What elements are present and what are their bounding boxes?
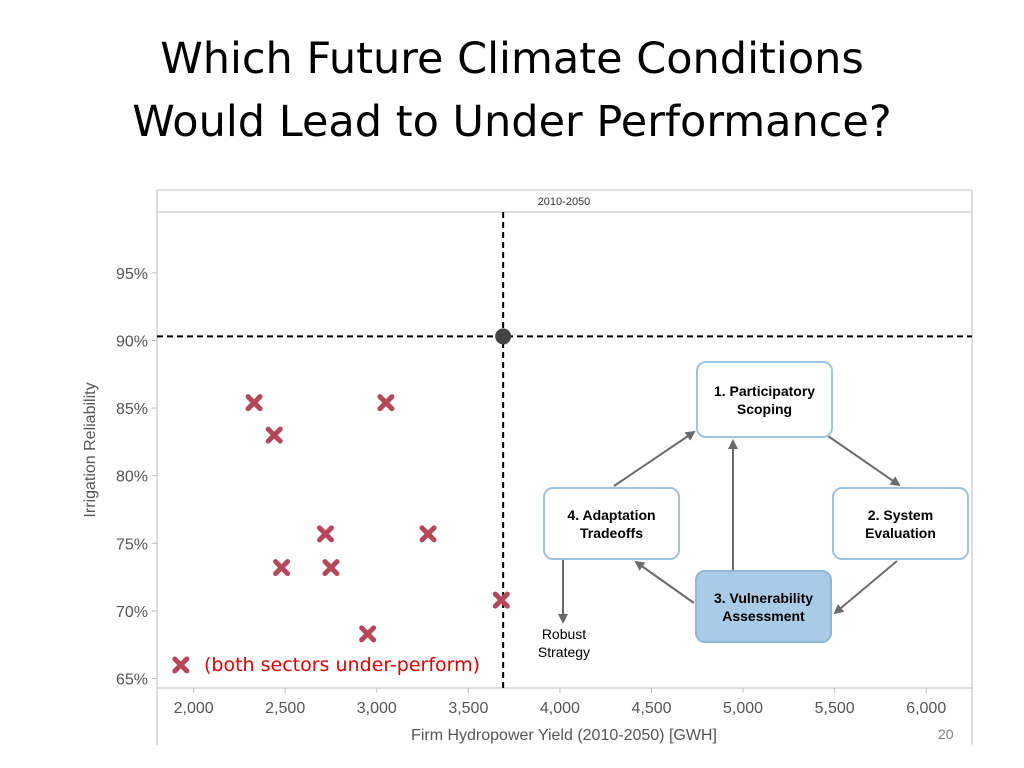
scatter-point — [273, 559, 291, 577]
title-line-2: Would Lead to Under Performance? — [132, 97, 892, 147]
robust-strategy-label: Robust Strategy — [537, 626, 591, 660]
y-tick-label: 80% — [116, 469, 148, 486]
x-axis-label: Firm Hydropower Yield (2010-2050) [GWH] — [411, 727, 717, 744]
x-tick-label: 3,500 — [448, 700, 488, 717]
y-tick-label: 75% — [116, 536, 148, 553]
x-tick-label: 5,000 — [723, 700, 763, 717]
scatter-point — [316, 525, 334, 543]
threshold-lines — [157, 212, 972, 688]
y-tick-label: 70% — [116, 604, 148, 621]
page-number: 20 — [938, 726, 954, 742]
data-points — [172, 394, 510, 674]
under-perform-annotation: (both sectors under-perform) — [204, 654, 481, 676]
scatter-point — [492, 591, 510, 609]
title-line-1: Which Future Climate Conditions — [160, 34, 864, 84]
threshold-point — [495, 328, 512, 345]
scatter-point — [245, 394, 263, 412]
cycle-box-4-label: 4. Adaptation Tradeoffs — [567, 506, 656, 541]
scatter-point — [377, 394, 395, 412]
y-axis-label: Irrigation Reliability — [82, 382, 99, 517]
y-axis-ticks: 65% 70% 75% 80% 85% 90% 95% — [116, 266, 157, 689]
cycle-box-1-label: 1. Participatory Scoping — [713, 382, 816, 417]
arrow-4-to-1 — [613, 430, 696, 487]
panel-title: 2010-2050 — [538, 196, 591, 208]
cycle-box-3-label: 3. Vulnerability Assessment — [713, 589, 814, 624]
x-tick-label: 5,500 — [815, 700, 855, 717]
plot-frame: 2010-2050 — [156, 189, 973, 745]
cycle-box-participatory-scoping: 1. Participatory Scoping — [696, 361, 833, 438]
cycle-box-system-evaluation: 2. System Evaluation — [832, 487, 969, 560]
y-tick-label: 95% — [116, 266, 148, 283]
y-tick-label: 65% — [116, 672, 148, 689]
scatter-point — [359, 625, 377, 643]
y-tick-label: 90% — [116, 333, 148, 350]
x-tick-label: 3,000 — [357, 700, 397, 717]
y-tick-label: 85% — [116, 401, 148, 418]
cycle-box-vulnerability-assessment: 3. Vulnerability Assessment — [695, 570, 832, 643]
arrow-1-to-2 — [827, 435, 901, 487]
scatter-point — [172, 656, 190, 674]
x-axis-ticks: 2,000 2,500 3,000 3,500 4,000 4,500 5,000 5,500… — [174, 688, 946, 717]
x-tick-label: 2,000 — [174, 700, 214, 717]
arrow-2-to-3 — [833, 560, 898, 615]
cycle-arrows — [558, 430, 901, 624]
cycle-box-adaptation-tradeoffs: 4. Adaptation Tradeoffs — [543, 487, 680, 560]
x-tick-label: 6,000 — [906, 700, 946, 717]
arrow-3-to-4 — [634, 560, 695, 604]
cycle-box-2-label: 2. System Evaluation — [865, 506, 936, 541]
scatter-point — [322, 559, 340, 577]
x-tick-label: 2,500 — [265, 700, 305, 717]
scatter-point — [419, 525, 437, 543]
x-tick-label: 4,500 — [631, 700, 671, 717]
scatter-point — [265, 426, 283, 444]
x-tick-label: 4,000 — [540, 700, 580, 717]
slide-title: Which Future Climate Conditions Would Le… — [0, 28, 1024, 154]
